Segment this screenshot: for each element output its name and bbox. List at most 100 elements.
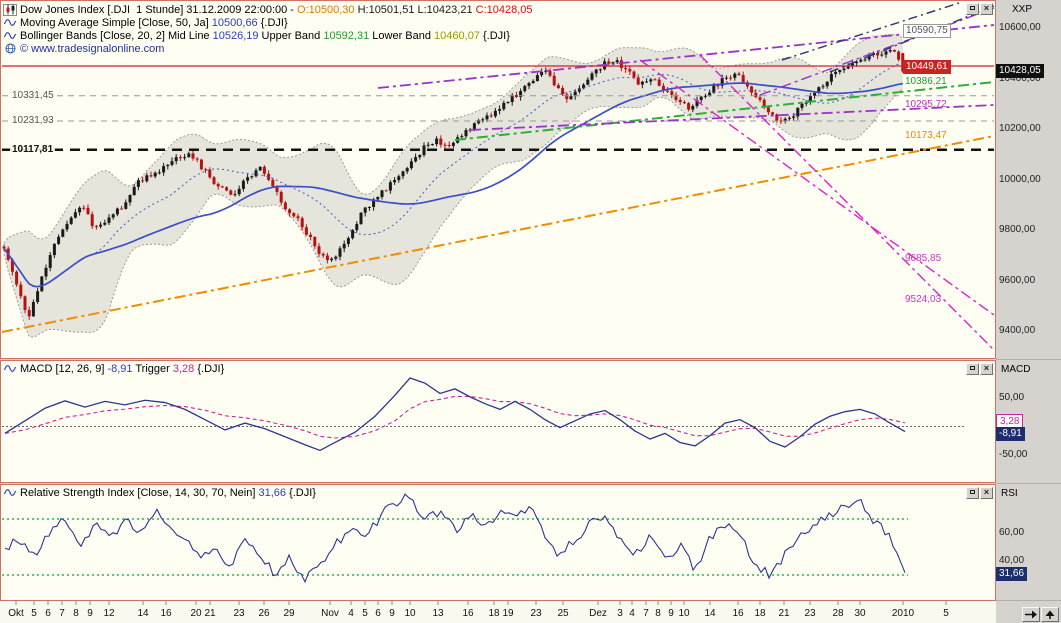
time-axis-label: 18 xyxy=(754,608,766,619)
main-panel-restore-button[interactable] xyxy=(966,3,979,15)
time-axis[interactable] xyxy=(0,601,996,623)
time-axis-label: 28 xyxy=(832,608,844,619)
time-axis-label: 5 xyxy=(362,608,368,619)
scroll-right-button[interactable] xyxy=(1022,607,1040,622)
main-legend-segment-2-0: Bollinger Bands [Close, 20, 2] Mid Line xyxy=(20,29,213,42)
bollinger-upper-line xyxy=(3,34,903,244)
trend-line xyxy=(829,5,994,73)
time-axis-label: 14 xyxy=(704,608,716,619)
rsi-axis-tick: 40,00 xyxy=(999,555,1025,566)
main-legend-segment-0-1: O:10500,30 xyxy=(297,3,355,16)
restore-icon xyxy=(970,490,975,494)
support-level-label: 10331,45 xyxy=(10,89,56,101)
time-axis-label: Dez xyxy=(589,608,607,619)
macd-panel-close-button[interactable]: × xyxy=(980,363,993,375)
rsi-axis-tick: 60,00 xyxy=(999,527,1025,538)
time-axis-label: 4 xyxy=(348,608,354,619)
rsi-panel[interactable] xyxy=(0,484,996,601)
main-chart-layer xyxy=(2,2,994,351)
time-axis-label: 9 xyxy=(668,608,674,619)
main-legend-segment-2-4: Lower Band xyxy=(369,29,435,42)
time-axis-label: 21 xyxy=(204,608,216,619)
bollinger-band-fill xyxy=(4,34,903,338)
time-axis-label: 10 xyxy=(404,608,416,619)
main-panel-close-button[interactable]: × xyxy=(980,3,993,15)
axis-symbol-label: XXP xyxy=(1012,4,1033,15)
rsi-legend-segment-0-2: {.DJI} xyxy=(286,486,316,499)
time-axis-label: 5 xyxy=(943,608,949,619)
macd-legend-segment-0-0: MACD [12, 26, 9] xyxy=(20,362,108,375)
time-axis-label: 12 xyxy=(103,608,115,619)
time-axis-label: 10 xyxy=(678,608,690,619)
restore-icon xyxy=(970,6,975,10)
trend-line xyxy=(454,81,994,141)
time-axis-label: 7 xyxy=(643,608,649,619)
main-legend-segment-0-0: Dow Jones Index [.DJI 1 Stunde] 31.12.20… xyxy=(20,3,298,16)
trendline-value-label: 10173,47 xyxy=(905,129,947,141)
ma50-line xyxy=(3,82,903,288)
time-axis-label: 21 xyxy=(778,608,790,619)
copyright-legend[interactable]: © www.tradesignalonline.com xyxy=(3,42,533,55)
macd-panel-restore-button[interactable] xyxy=(966,363,979,375)
time-axis-label: Okt xyxy=(8,608,24,619)
main-legend[interactable]: Dow Jones Index [.DJI 1 Stunde] 31.12.20… xyxy=(3,3,533,55)
bollinger-legend[interactable]: Bollinger Bands [Close, 20, 2] Mid Line … xyxy=(3,29,533,42)
macd-trigger-line xyxy=(4,395,906,439)
time-axis-label: 4 xyxy=(629,608,635,619)
time-axis-label: 8 xyxy=(73,608,79,619)
main-legend-segment-2-5: 10460,07 xyxy=(434,29,480,42)
rsi-legend-segment-0-0: Relative Strength Index [Close, 14, 30, … xyxy=(20,486,259,499)
arrow-right-icon xyxy=(1025,610,1037,619)
bollinger-mid-line xyxy=(3,62,903,288)
main-legend-segment-1-0: Moving Average Simple [Close, 50, Ja] xyxy=(20,16,212,29)
price-series-legend[interactable]: Dow Jones Index [.DJI 1 Stunde] 31.12.20… xyxy=(3,3,533,16)
time-axis-label: 19 xyxy=(502,608,514,619)
time-axis-label: 7 xyxy=(59,608,65,619)
macd-legend-row[interactable]: MACD [12, 26, 9] -8,91 Trigger 3,28 {.DJ… xyxy=(3,362,224,375)
margin-separator xyxy=(996,483,1061,484)
main-legend-segment-2-6: {.DJI} xyxy=(479,29,510,42)
macd-panel[interactable] xyxy=(0,360,996,483)
margin-separator xyxy=(996,600,1061,601)
time-axis-label: 9 xyxy=(87,608,93,619)
price-axis-tick: 10600,00 xyxy=(999,22,1041,33)
rsi-panel-close-button[interactable]: × xyxy=(980,487,993,499)
time-axis-label: 26 xyxy=(258,608,270,619)
macd-value-badge: -8,91 xyxy=(996,427,1025,441)
time-axis-label: 2010 xyxy=(891,608,915,619)
time-axis-label: 6 xyxy=(45,608,51,619)
time-axis-label: 23 xyxy=(233,608,245,619)
macd-legend[interactable]: MACD [12, 26, 9] -8,91 Trigger 3,28 {.DJ… xyxy=(3,362,224,375)
close-icon: × xyxy=(983,3,990,13)
time-axis-label: 14 xyxy=(137,608,149,619)
main-legend-segment-2-3: 10592,31 xyxy=(323,29,370,42)
time-axis-ticks xyxy=(15,601,947,605)
macd-axis-title: MACD xyxy=(1001,364,1031,375)
rsi-legend-row[interactable]: Relative Strength Index [Close, 14, 30, … xyxy=(3,486,316,499)
price-axis-tick: 9400,00 xyxy=(999,325,1036,336)
rsi-legend[interactable]: Relative Strength Index [Close, 14, 30, … xyxy=(3,486,316,499)
restore-icon xyxy=(970,366,975,370)
macd-legend-segment-0-4: {.DJI} xyxy=(194,362,225,375)
scroll-up-button[interactable] xyxy=(1041,607,1059,622)
trendline-value-label: 10449,61 xyxy=(903,59,951,74)
time-axis-label: 30 xyxy=(854,608,866,619)
time-axis-label: 13 xyxy=(432,608,444,619)
main-legend-segment-0-4: C:10428,05 xyxy=(472,3,533,16)
trendline-value-label: 10590,75 xyxy=(903,24,951,39)
globe-icon xyxy=(3,43,17,55)
time-axis-label: 16 xyxy=(732,608,744,619)
main-chart-panel[interactable] xyxy=(0,0,996,359)
close-icon: × xyxy=(983,487,990,497)
support-level-label: 10117,81 xyxy=(10,143,56,155)
price-axis-tick: 9800,00 xyxy=(999,224,1036,235)
last-price-badge: 10428,05 xyxy=(996,64,1044,78)
rsi-panel-restore-button[interactable] xyxy=(966,487,979,499)
time-axis-label: 16 xyxy=(160,608,172,619)
trendline-value-label: 9524,03 xyxy=(905,293,942,305)
trend-line xyxy=(377,24,994,89)
ma-legend[interactable]: Moving Average Simple [Close, 50, Ja] 10… xyxy=(3,16,533,29)
main-legend-segment-2-2: Upper Band xyxy=(258,29,324,42)
time-axis-label: 29 xyxy=(283,608,295,619)
macd-line xyxy=(4,377,906,452)
